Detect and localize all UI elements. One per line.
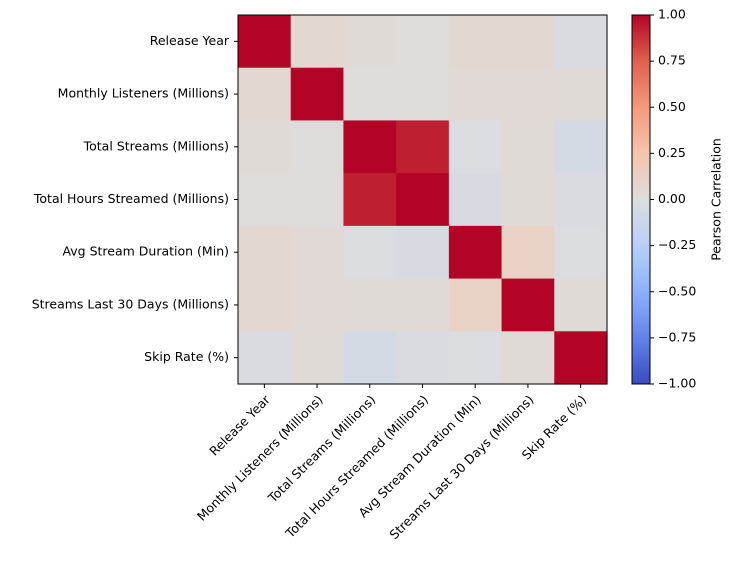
heatmap-cell (238, 278, 292, 332)
y-tick-label: Streams Last 30 Days (Millions) (32, 296, 229, 311)
y-tick-label: Release Year (150, 33, 230, 48)
heatmap-cell (343, 278, 397, 332)
colorbar-axis: 1.00 0.75 0.50 0.25 0.00 −0.25 −0.50 −0.75 −1.00 (650, 7, 696, 391)
colorbar-tick-label: 1.00 (658, 7, 686, 22)
heatmap-cell (501, 15, 555, 69)
heatmap-cell (396, 278, 450, 332)
heatmap-cell (343, 15, 397, 69)
heatmap-cell (396, 15, 450, 69)
heatmap-cell (448, 173, 503, 227)
heatmap-cell (554, 225, 608, 280)
heatmap-cells (238, 15, 608, 385)
heatmap-cell (396, 67, 450, 122)
y-tick-label: Total Hours Streamed (Millions) (33, 191, 229, 206)
y-axis: Release Year Monthly Listeners (Millions)… (32, 33, 238, 364)
y-tick-label: Total Streams (Millions) (83, 138, 229, 153)
heatmap-cell (554, 331, 608, 385)
heatmap-cell (554, 173, 608, 227)
heatmap-cell (554, 120, 608, 174)
colorbar (631, 14, 651, 385)
heatmap-cell (343, 173, 397, 227)
colorbar-tick-label: −0.75 (658, 329, 696, 344)
heatmap-cell (448, 15, 503, 69)
y-tick-label: Monthly Listeners (Millions) (58, 86, 229, 101)
heatmap-cell (238, 15, 292, 69)
heatmap-cell (501, 278, 555, 332)
heatmap-cell (501, 225, 555, 280)
heatmap-cell (501, 67, 555, 122)
heatmap-cell (238, 67, 292, 122)
y-tick-label: Avg Stream Duration (Min) (62, 244, 229, 259)
colorbar-tick-label: 0.75 (658, 53, 686, 68)
colorbar-tick-label: 0.50 (658, 99, 686, 114)
heatmap-cell (448, 120, 503, 174)
heatmap-cell (501, 173, 555, 227)
heatmap-cell (501, 120, 555, 174)
heatmap-cell (238, 120, 292, 174)
heatmap-cell (448, 331, 503, 385)
heatmap-cell (343, 225, 397, 280)
colorbar-tick-label: 0.25 (658, 145, 686, 160)
heatmap-cell (238, 225, 292, 280)
colorbar-label: Pearson Carrelation (709, 138, 724, 261)
heatmap-cell (290, 225, 345, 280)
heatmap-cell (343, 67, 397, 122)
heatmap-cell (554, 15, 608, 69)
colorbar-tick-label: −0.25 (658, 237, 696, 252)
heatmap-cell (343, 331, 397, 385)
heatmap-cell (238, 331, 292, 385)
y-tick-label: Skip Rate (%) (144, 349, 229, 364)
heatmap-cell (290, 278, 345, 332)
heatmap-cell (554, 278, 608, 332)
heatmap-cell (554, 67, 608, 122)
heatmap-cell (396, 120, 450, 174)
heatmap-cell (448, 225, 503, 280)
heatmap-cell (396, 173, 450, 227)
heatmap-cell (343, 120, 397, 174)
heatmap-cell (290, 67, 345, 122)
heatmap-cell (501, 331, 555, 385)
heatmap-cell (396, 331, 450, 385)
heatmap-cell (396, 225, 450, 280)
colorbar-tick-label: −1.00 (658, 376, 696, 391)
heatmap-cell (238, 173, 292, 227)
heatmap-cell (290, 173, 345, 227)
heatmap-cell (290, 331, 345, 385)
heatmap-cell (448, 67, 503, 122)
colorbar-tick-label: 0.00 (658, 191, 686, 206)
x-tick-label: Total Streams (Millions) (264, 392, 378, 506)
heatmap-cell (290, 15, 345, 69)
heatmap-cell (290, 120, 345, 174)
colorbar-tick-label: −0.50 (658, 283, 696, 298)
heatmap-cell (448, 278, 503, 332)
